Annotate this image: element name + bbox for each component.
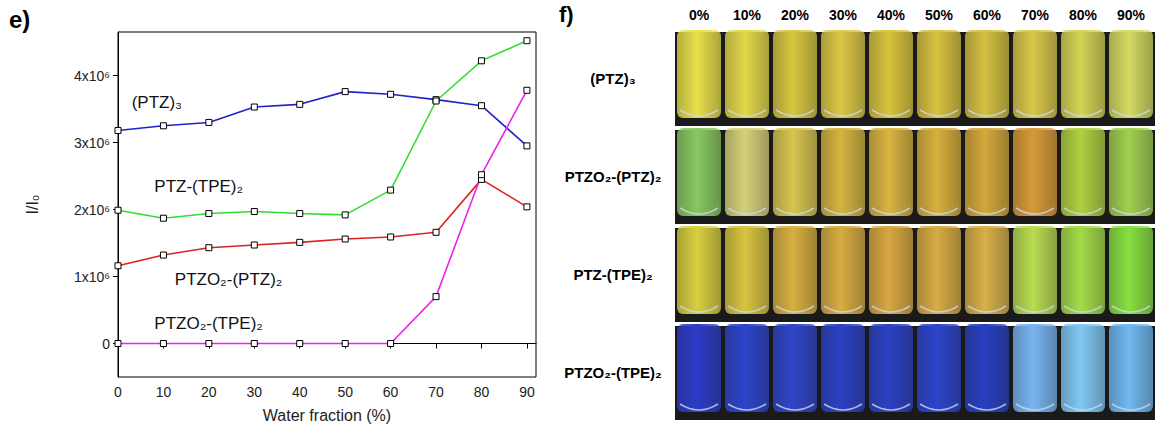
svg-text:PTZO₂-(PTZ)₂: PTZO₂-(PTZ)₂ — [175, 270, 283, 289]
svg-text:1x10⁶: 1x10⁶ — [74, 269, 110, 285]
svg-text:80: 80 — [474, 384, 490, 400]
svg-text:20: 20 — [201, 384, 217, 400]
svg-text:0: 0 — [114, 384, 122, 400]
svg-text:60%: 60% — [973, 7, 1002, 23]
svg-text:PTZO₂-(TPE)₂: PTZO₂-(TPE)₂ — [154, 314, 263, 333]
svg-text:60: 60 — [383, 384, 399, 400]
svg-text:Water fraction (%): Water fraction (%) — [263, 407, 391, 424]
svg-text:PTZO₂-(PTZ)₂: PTZO₂-(PTZ)₂ — [565, 168, 662, 185]
svg-text:PTZ-(TPE)₂: PTZ-(TPE)₂ — [154, 177, 243, 196]
svg-text:90%: 90% — [1117, 7, 1146, 23]
svg-text:(PTZ)₃: (PTZ)₃ — [132, 93, 182, 112]
svg-text:e): e) — [9, 6, 30, 33]
svg-text:0%: 0% — [689, 7, 710, 23]
svg-text:70: 70 — [428, 384, 444, 400]
svg-text:(PTZ)₃: (PTZ)₃ — [590, 70, 635, 87]
svg-text:4x10⁶: 4x10⁶ — [74, 68, 110, 84]
svg-text:0: 0 — [102, 336, 110, 352]
svg-text:70%: 70% — [1021, 7, 1050, 23]
svg-text:10%: 10% — [733, 7, 762, 23]
svg-text:50%: 50% — [925, 7, 954, 23]
svg-text:f): f) — [559, 2, 574, 27]
svg-text:50: 50 — [337, 384, 353, 400]
svg-text:3x10⁶: 3x10⁶ — [74, 135, 110, 151]
svg-text:30: 30 — [247, 384, 263, 400]
svg-text:20%: 20% — [781, 7, 810, 23]
svg-text:PTZO₂-(TPE)₂: PTZO₂-(TPE)₂ — [564, 364, 662, 381]
svg-text:2x10⁶: 2x10⁶ — [74, 202, 110, 218]
svg-text:80%: 80% — [1069, 7, 1098, 23]
svg-text:10: 10 — [156, 384, 172, 400]
svg-text:90: 90 — [519, 384, 535, 400]
svg-text:30%: 30% — [829, 7, 858, 23]
svg-text:I/I₀: I/I₀ — [24, 195, 41, 215]
svg-text:40: 40 — [292, 384, 308, 400]
svg-text:PTZ-(TPE)₂: PTZ-(TPE)₂ — [573, 266, 652, 283]
svg-text:40%: 40% — [877, 7, 906, 23]
